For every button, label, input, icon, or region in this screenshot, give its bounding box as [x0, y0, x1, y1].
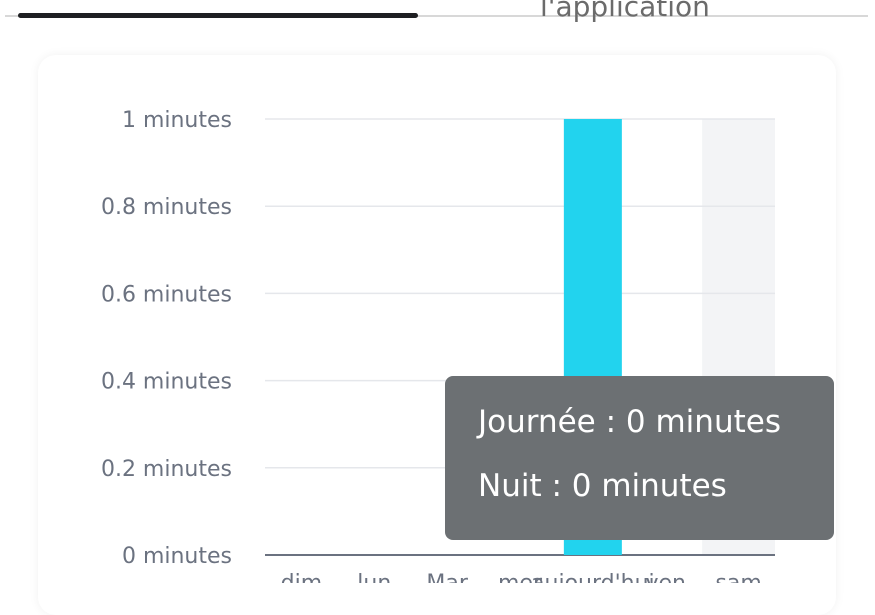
tooltip-night: Nuit : 0 minutes	[478, 468, 727, 504]
x-tick-label: Mar	[426, 571, 468, 583]
tab-application[interactable]: l'application	[540, 0, 710, 23]
tab-divider	[5, 15, 868, 17]
tab-selected-indicator[interactable]	[18, 13, 418, 18]
y-tick-label: 1 minutes	[122, 108, 232, 133]
x-tick-label: aujourd'hui	[531, 571, 655, 583]
chart-tooltip: Journée : 0 minutes Nuit : 0 minutes	[445, 376, 834, 540]
tooltip-day: Journée : 0 minutes	[478, 404, 781, 440]
x-tick-label: sam	[715, 571, 761, 583]
x-tick-label: lun	[357, 571, 391, 583]
x-tick-label: ven	[645, 571, 686, 583]
y-tick-label: 0.2 minutes	[101, 457, 232, 482]
y-tick-label: 0.8 minutes	[101, 195, 232, 220]
y-tick-label: 0.6 minutes	[101, 282, 232, 307]
x-tick-label: dim	[281, 571, 323, 583]
y-tick-label: 0.4 minutes	[101, 370, 232, 395]
y-tick-label: 0 minutes	[122, 544, 232, 569]
x-tick-label: mer	[498, 571, 543, 583]
